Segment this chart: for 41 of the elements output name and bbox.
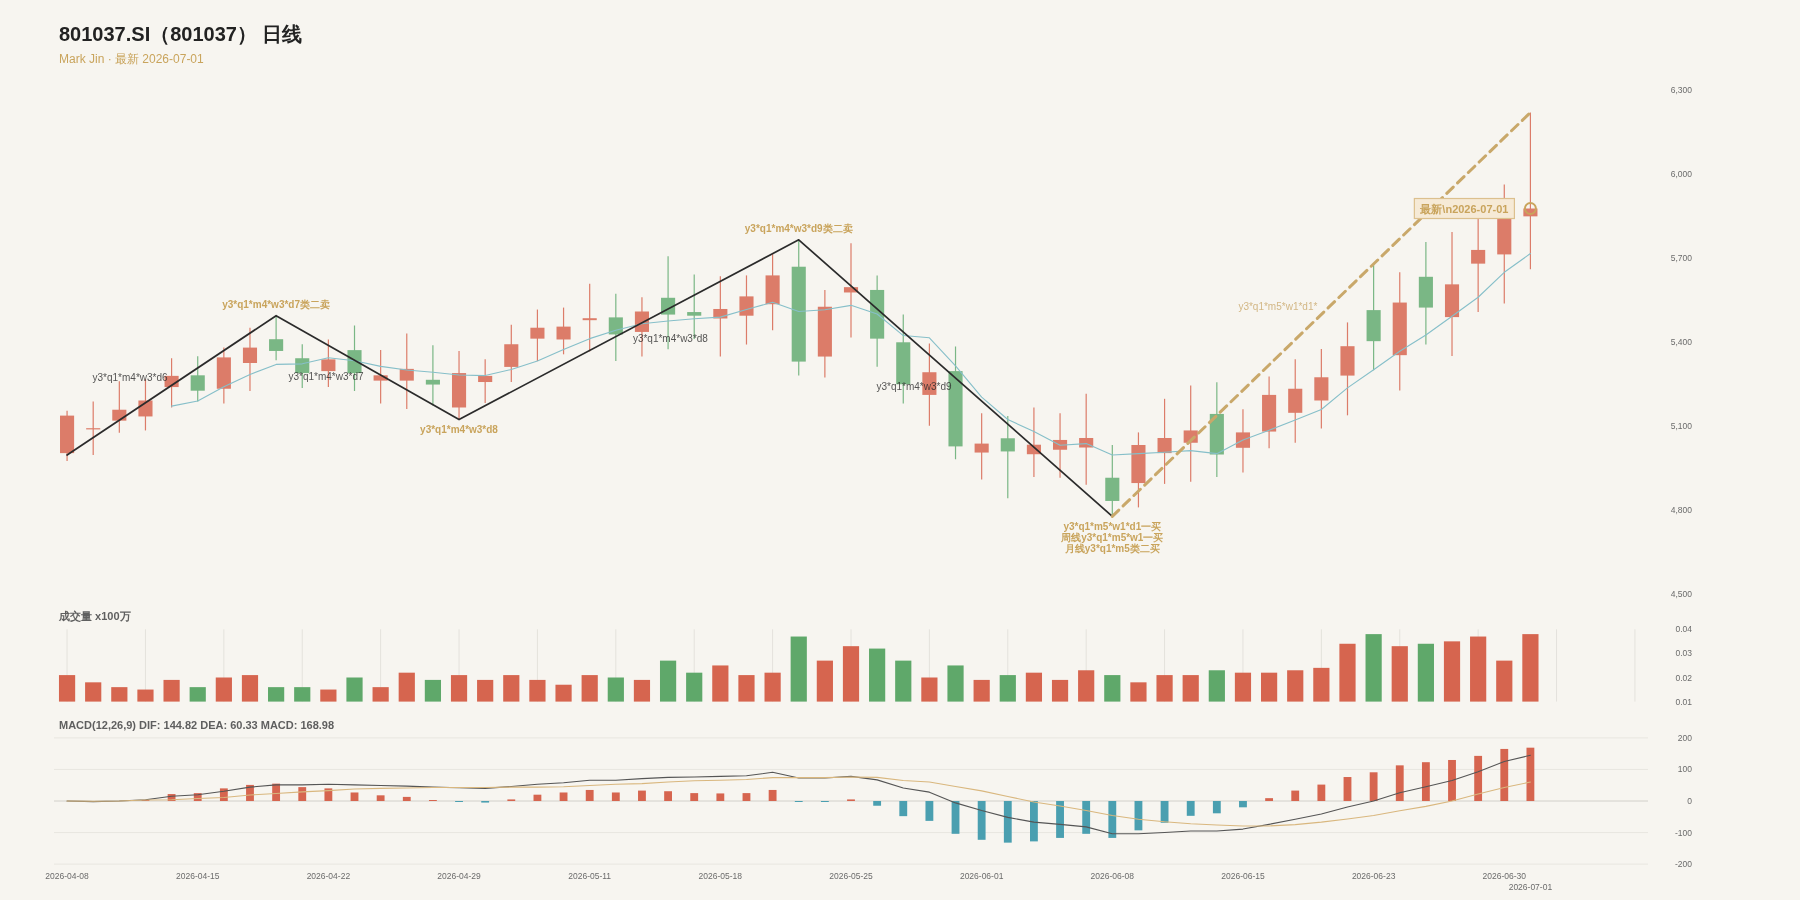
- annotation: y3*q1*m5*w1*d1*: [1238, 301, 1318, 313]
- y-tick-label: 0.01: [1675, 696, 1693, 707]
- y-tick-label: 5,400: [1670, 336, 1693, 347]
- x-tick-label: 2026-04-08: [45, 870, 90, 881]
- x-tick-label: 2026-05-25: [829, 870, 874, 881]
- y-tick-label: 0.04: [1675, 624, 1693, 635]
- y-tick-label: 5,700: [1670, 252, 1693, 263]
- x-tick-label: 2026-07-01: [1508, 881, 1553, 892]
- y-tick-label: -200: [1674, 859, 1693, 870]
- x-tick-label: 2026-04-29: [437, 870, 482, 881]
- chart-title: MACD(12,26,9) DIF: 144.82 DEA: 60.33 MACD: 168.98: [59, 718, 335, 731]
- annotation: y3*q1*m4*w3*d6: [92, 372, 169, 384]
- x-tick-label: 2026-05-18: [698, 870, 743, 881]
- y-tick-label: 0.03: [1675, 648, 1693, 659]
- data-label: y3*q1*m4*w3*d8: [420, 424, 499, 436]
- x-tick-label: 2026-06-08: [1090, 870, 1135, 881]
- annotation: y3*q1*m4*w3*d8: [632, 332, 709, 344]
- annotation: 最新\n2026-07-01: [1419, 202, 1509, 215]
- x-tick-label: 2026-06-30: [1482, 870, 1527, 881]
- data-label: y3*q1*m4*w3*d7类二卖: [222, 298, 331, 310]
- x-tick-label: 2026-04-15: [175, 870, 220, 881]
- y-tick-label: 200: [1677, 732, 1693, 743]
- y-tick-label: 4,800: [1670, 504, 1693, 515]
- y-tick-label: 0: [1687, 796, 1693, 806]
- y-tick-label: -100: [1674, 827, 1693, 838]
- y-tick-label: 6,000: [1670, 168, 1693, 179]
- x-tick-label: 2026-06-23: [1351, 870, 1396, 881]
- y-tick-label: 6,300: [1670, 84, 1693, 95]
- y-tick-label: 5,100: [1670, 420, 1693, 431]
- y-tick-label: 4,500: [1670, 588, 1693, 599]
- y-tick-label: 0.02: [1675, 672, 1693, 683]
- x-tick-label: 2026-05-11: [568, 870, 612, 881]
- chart-title: 801037.SI（801037） 日线: [59, 23, 303, 45]
- data-label: y3*q1*m4*w3*d9类二卖: [744, 222, 853, 234]
- data-label: y3*q1*m5*w1*d1一买周线y3*q1*m5*w1一买月线y3*q1*m5类二买: [1060, 520, 1164, 554]
- chart-subtitle: Mark Jin · 最新 2026-07-01: [59, 52, 205, 66]
- chart-title: 成交量 x100万: [58, 610, 131, 623]
- x-tick-label: 2026-04-22: [306, 870, 351, 881]
- x-tick-label: 2026-06-15: [1221, 870, 1265, 881]
- y-tick-label: 100: [1677, 764, 1693, 775]
- x-tick-label: 2026-06-01: [959, 870, 1004, 881]
